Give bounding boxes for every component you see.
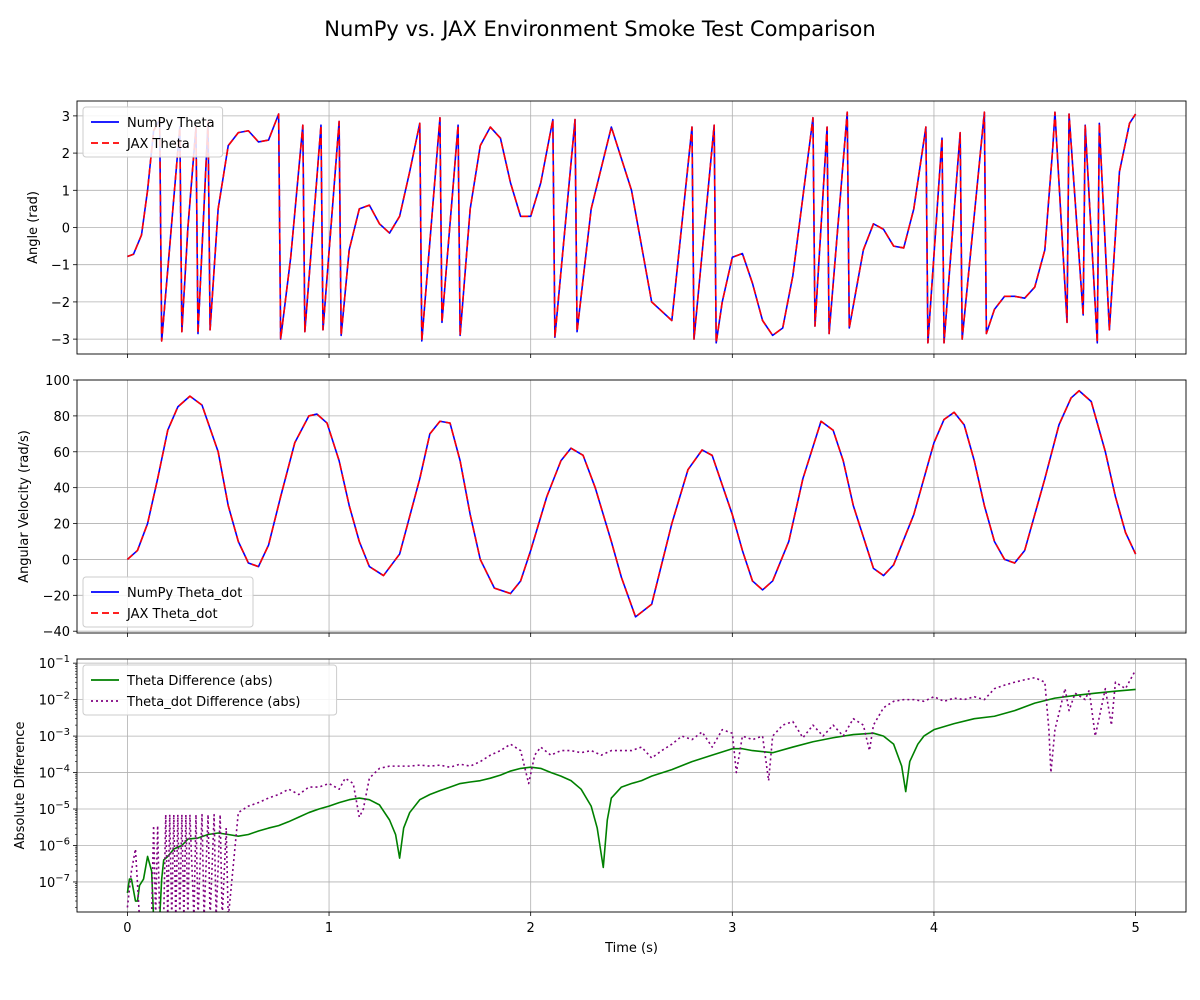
legend: Theta Difference (abs) Theta_dot Differen… — [83, 665, 337, 715]
y-tick-label: 20 — [53, 518, 70, 533]
x-tick-label: 0 — [123, 921, 131, 936]
y-tick-exponent: −5 — [55, 800, 70, 811]
y-tick-label: −1 — [51, 259, 70, 274]
legend: NumPy Theta_dot JAX Theta_dot — [83, 577, 253, 627]
y-tick-label: 1 — [62, 184, 70, 199]
y-tick-label: 0 — [62, 553, 70, 568]
x-axis-label: Time (s) — [604, 941, 658, 956]
y-axis-label: Angle (rad) — [26, 191, 41, 264]
y-tick-label: −2 — [51, 296, 70, 311]
y-tick-label: 3 — [62, 110, 70, 125]
y-tick-base: 10 — [39, 694, 56, 709]
y-tick-label: 100 — [45, 374, 70, 389]
y-tick-base: 10 — [39, 767, 56, 782]
y-tick-label: −3 — [51, 333, 70, 348]
y-tick-base: 10 — [39, 803, 56, 818]
x-tick-label: 1 — [325, 921, 333, 936]
y-tick-exponent: −3 — [55, 727, 70, 738]
legend-label: JAX Theta — [126, 137, 190, 152]
x-tick-label: 3 — [728, 921, 736, 936]
y-tick-label: 40 — [53, 482, 70, 497]
y-tick-label: 0 — [62, 222, 70, 237]
figure-title: NumPy vs. JAX Environment Smoke Test Com… — [324, 17, 875, 41]
y-tick-label: 80 — [53, 410, 70, 425]
y-tick-exponent: −1 — [55, 654, 70, 665]
x-tick-label: 4 — [930, 921, 938, 936]
y-tick-base: 10 — [39, 657, 56, 672]
legend-label: Theta_dot Difference (abs) — [126, 695, 300, 710]
y-tick-label: 60 — [53, 446, 70, 461]
y-tick-exponent: −4 — [55, 764, 70, 775]
x-tick-label: 5 — [1131, 921, 1139, 936]
y-tick-base: 10 — [39, 730, 56, 745]
legend-label: Theta Difference (abs) — [126, 674, 273, 689]
y-tick-exponent: −7 — [55, 873, 70, 884]
legend-label: NumPy Theta_dot — [127, 586, 242, 601]
y-axis-label: Angular Velocity (rad/s) — [17, 430, 32, 583]
y-tick-exponent: −6 — [55, 836, 70, 847]
y-tick-label: −40 — [43, 625, 70, 640]
y-tick-label: 2 — [62, 147, 70, 162]
y-tick-base: 10 — [39, 839, 56, 854]
y-axis-label: Absolute Difference — [13, 722, 28, 850]
y-tick-label: −20 — [43, 589, 70, 604]
y-tick-base: 10 — [39, 876, 56, 891]
legend-label: NumPy Theta — [127, 116, 215, 131]
legend-label: JAX Theta_dot — [126, 607, 218, 622]
legend: NumPy Theta JAX Theta — [83, 107, 223, 157]
y-tick-exponent: −2 — [55, 691, 70, 702]
x-tick-label: 2 — [527, 921, 535, 936]
